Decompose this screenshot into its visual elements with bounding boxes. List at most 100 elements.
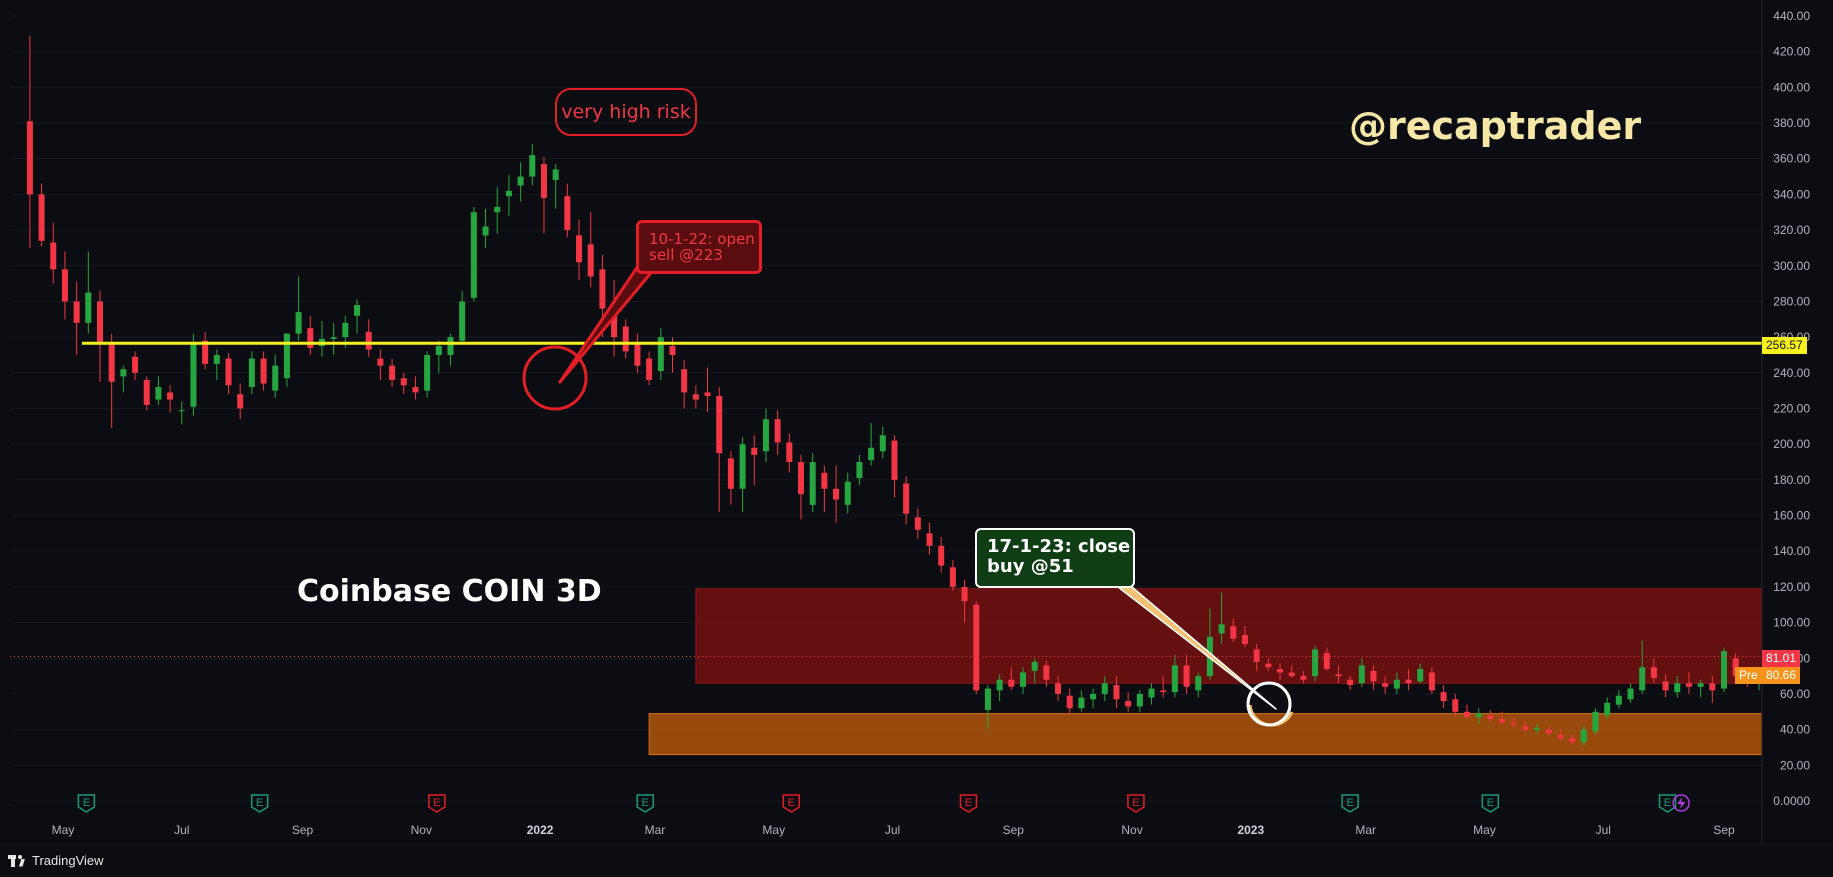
orange-zone: [648, 713, 1763, 756]
resistance-price-tag: 256.57: [1762, 337, 1807, 354]
candle: [1463, 704, 1470, 719]
candle: [1113, 676, 1120, 709]
y-tick-label: 40.00: [1780, 723, 1810, 737]
candle: [1078, 690, 1085, 712]
y-tick-label: 100.00: [1773, 616, 1810, 630]
candle: [844, 472, 851, 514]
candle: [1428, 667, 1435, 694]
y-axis[interactable]: 440.00 420.00 400.00 380.00 360.00 340.00 320.…: [1761, 0, 1833, 845]
candle: [1522, 720, 1529, 732]
earnings-letter: E: [642, 797, 649, 809]
sell-circle: [522, 345, 588, 411]
x-tick-label: Sep: [292, 823, 314, 837]
buy-annotation-line2: buy @51: [987, 556, 1074, 577]
candle: [657, 328, 664, 380]
lightning-bolt: [1677, 797, 1686, 809]
candle: [400, 372, 407, 395]
y-tick-label: 20.00: [1780, 758, 1810, 772]
candle-body: [178, 410, 185, 412]
candle-body: [1452, 699, 1459, 712]
earnings-letter: E: [788, 797, 795, 809]
candle-body: [482, 226, 489, 236]
candle: [494, 187, 501, 234]
earnings-icon-green: E: [77, 794, 96, 813]
candle: [786, 433, 793, 473]
candle-body: [1195, 676, 1202, 691]
candle-body: [260, 358, 267, 384]
y-tick-label: 60.00: [1780, 687, 1810, 701]
candle: [120, 365, 127, 393]
candle-body: [132, 356, 139, 373]
candle-body: [552, 169, 559, 181]
candle: [1721, 647, 1727, 693]
candle-body: [517, 176, 524, 186]
candle-body: [669, 346, 676, 355]
candle-body: [879, 435, 886, 452]
candle-body: [938, 545, 945, 566]
sell-annotation[interactable]: 10-1-22: open sell @223: [636, 220, 762, 274]
candle: [914, 508, 921, 539]
candle-body: [1545, 729, 1552, 734]
candle-body: [611, 306, 618, 338]
x-tick-label: Sep: [1003, 823, 1025, 837]
candle: [1685, 672, 1692, 694]
y-tick-label: 380.00: [1773, 116, 1810, 130]
earnings-letter: E: [1346, 797, 1353, 809]
candle: [459, 290, 466, 345]
candle: [1358, 658, 1365, 687]
candle-body: [248, 358, 255, 388]
candle-body: [1440, 692, 1447, 702]
y-tick-label: 140.00: [1773, 544, 1810, 558]
candle: [1160, 676, 1167, 698]
x-tick-label: Mar: [1355, 823, 1376, 837]
buy-annotation[interactable]: 17-1-23: close buy @51: [975, 528, 1135, 588]
candle: [1650, 658, 1657, 684]
x-tick-label: Mar: [645, 823, 666, 837]
candle-body: [354, 305, 361, 316]
candle: [213, 349, 220, 380]
candle-body: [1615, 695, 1622, 705]
candle-body: [213, 354, 220, 364]
y-tick-label: 400.00: [1773, 80, 1810, 94]
earnings-letter: E: [256, 797, 263, 809]
candle: [1592, 708, 1599, 735]
risk-annotation[interactable]: very high risk: [555, 88, 697, 136]
earnings-shield: [959, 794, 978, 813]
candle: [704, 367, 711, 413]
candle-body: [1393, 679, 1400, 689]
candle: [1265, 658, 1272, 671]
candle-body: [1031, 661, 1038, 671]
candle-body: [1265, 663, 1272, 668]
candle: [1569, 734, 1576, 744]
tradingview-logo[interactable]: TradingView: [8, 853, 104, 868]
candle: [833, 465, 840, 523]
candle: [774, 410, 781, 455]
candle: [1545, 726, 1552, 735]
candle: [61, 251, 68, 320]
candle-body: [295, 312, 302, 334]
candle: [1323, 647, 1330, 671]
current-price-tag: 81.01: [1762, 650, 1801, 667]
candle: [1066, 688, 1073, 716]
candle-body: [377, 358, 384, 366]
candle: [307, 315, 314, 355]
candle: [529, 144, 536, 186]
candle-body: [1230, 626, 1237, 639]
premarket-price-tag: 80.66: [1762, 667, 1801, 684]
candle: [424, 351, 431, 398]
red-zone: [695, 588, 1763, 684]
candle-body: [1417, 668, 1424, 682]
candle-body: [1183, 665, 1190, 687]
candle: [587, 212, 594, 288]
candle-body: [1370, 670, 1377, 682]
candle-body: [283, 333, 290, 379]
y-tick-label: 120.00: [1773, 580, 1810, 594]
candle-body: [704, 392, 711, 397]
x-axis[interactable]: May Jul Sep Nov 2022 Mar May Jul Sep Nov 2023 Mar Ma…: [0, 823, 1833, 846]
candle: [1125, 692, 1132, 712]
x-tick-label: Nov: [1121, 823, 1142, 837]
y-axis-panel: [1762, 0, 1833, 845]
candle-body: [1674, 683, 1681, 693]
candle-body: [1323, 652, 1330, 669]
